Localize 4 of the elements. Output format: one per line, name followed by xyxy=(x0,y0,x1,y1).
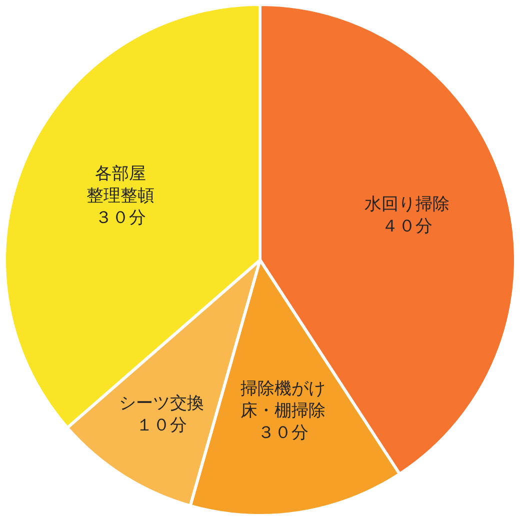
slice-label: 各部屋整理整頓３０分 xyxy=(86,164,154,228)
slice-label: シーツ交換１０分 xyxy=(118,394,204,436)
slice-label: 水回り掃除４０分 xyxy=(364,194,450,237)
slice-label: 掃除機がけ床・棚掃除３０分 xyxy=(240,378,326,443)
